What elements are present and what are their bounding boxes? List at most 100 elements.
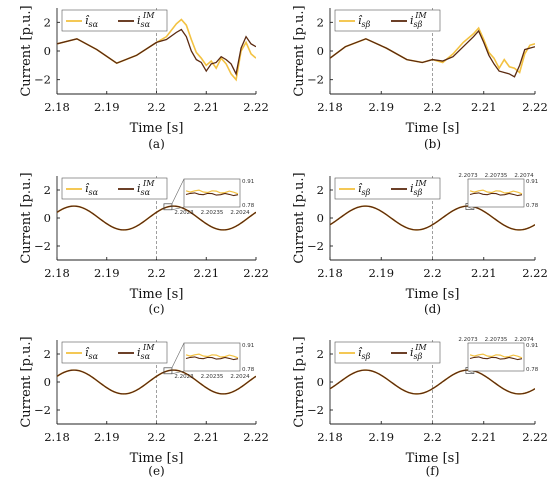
y-tick-label: 0 [317,375,324,389]
x-tick-label: 2.19 [368,430,394,444]
x-tick-label: 2.2 [147,266,165,280]
y-tick-label: −2 [34,239,51,253]
inset-x-tick-label: 2.2074 [514,337,534,343]
panel-caption: (f) [426,464,440,478]
x-tick-label: 2.21 [193,266,219,280]
x-tick-label: 2.19 [368,266,394,280]
zoom-connector [171,342,185,368]
legend-label: îsα [85,346,99,361]
inset-series-estimate [469,189,523,195]
y-tick-label: 0 [317,44,324,58]
inset-y-tick-label: 0.78 [242,367,255,373]
panel-caption: (e) [148,464,164,478]
panel-caption: (a) [148,137,165,151]
legend-label: isαIM [137,179,155,197]
y-tick-label: 2 [317,183,324,197]
y-tick-label: 2 [317,347,324,361]
legend-label: isαIM [137,11,155,29]
x-tick-label: 2.21 [471,100,497,114]
x-axis-label: Time [s] [130,121,184,136]
y-tick-label: 2 [44,183,51,197]
x-tick-label: 2.18 [44,430,70,444]
x-axis-label: Time [s] [130,451,184,466]
x-tick-label: 2.18 [317,266,343,280]
inset-series-reference [469,356,523,361]
inset-y-tick-label: 0.78 [526,367,539,373]
x-axis-label: Time [s] [130,287,184,302]
inset-series-reference [185,356,239,361]
inset-y-tick-label: 0.91 [242,343,254,349]
zoom-connector [171,206,185,211]
inset-series-reference [469,192,523,197]
inset-series-estimate [469,353,523,359]
x-tick-label: 2.19 [94,266,120,280]
x-tick-label: 2.19 [368,100,394,114]
y-tick-label: −2 [307,403,324,417]
y-tick-label: 2 [317,15,324,29]
y-axis-label: Current [p.u.] [19,172,34,263]
panel-caption: (b) [424,137,441,151]
y-tick-label: −2 [34,403,51,417]
legend-box [334,341,441,364]
legend-box [61,341,168,364]
legend-box [61,177,168,200]
x-tick-label: 2.18 [317,430,343,444]
y-axis-label: Current [p.u.] [19,336,34,427]
x-tick-label: 2.22 [243,266,269,280]
zoom-connector [171,178,185,204]
x-tick-label: 2.22 [243,100,269,114]
x-tick-label: 2.2 [423,430,441,444]
series-line-1 [330,205,535,231]
y-tick-label: −2 [307,73,324,87]
x-axis-label: Time [s] [406,451,460,466]
x-tick-label: 2.21 [193,430,219,444]
legend-label: isβIM [410,179,427,197]
x-tick-label: 2.21 [193,100,219,114]
inset-y-tick-label: 0.91 [242,179,254,185]
inset-y-tick-label: 0.78 [526,203,539,209]
legend-box [334,177,441,200]
series-line-1 [330,29,535,78]
chart-panel-b: 2.18 2.19 2.2 2.21 2.22 2 0 −2 Time [s] Current [… [292,5,548,151]
y-tick-label: 0 [44,211,51,225]
inset-x-tick-label: 2.2024 [230,210,250,216]
zoom-connector [171,370,185,375]
series-line-1 [57,205,256,231]
inset-x-tick-label: 2.2073 [458,337,478,343]
y-tick-label: −2 [307,239,324,253]
y-axis-label: Current [p.u.] [292,5,307,96]
zoom-connector [467,370,475,374]
legend-label: isβIM [410,11,427,29]
legend-label: isαIM [137,343,155,361]
panel-caption: (d) [424,302,441,316]
zoom-connector [467,206,475,210]
y-tick-label: −2 [34,73,51,87]
x-tick-label: 2.18 [317,100,343,114]
chart-panel-a: 2.18 2.19 2.2 2.21 2.22 2 0 −2 Time [s] Current [… [19,5,269,151]
x-tick-label: 2.18 [44,266,70,280]
y-tick-label: 0 [317,211,324,225]
x-tick-label: 2.19 [94,430,120,444]
x-tick-label: 2.21 [471,430,497,444]
legend-label: îsβ [358,14,371,29]
zoom-marker [163,203,173,211]
inset-x-tick-label: 2.20235 [201,210,224,216]
chart-panel-c: 2.18 2.19 2.2 2.21 2.22 2 0 −2 Time [s] Current [… [19,172,269,316]
x-tick-label: 2.22 [522,100,548,114]
inset-x-tick-label: 2.20735 [485,337,508,343]
x-tick-label: 2.2 [147,100,165,114]
zoom-marker [163,367,173,375]
inset-x-tick-label: 2.20735 [485,173,508,179]
series-line-1 [330,369,535,395]
inset-y-tick-label: 0.91 [526,343,538,349]
y-axis-label: Current [p.u.] [292,172,307,263]
inset-series-reference [185,192,239,197]
inset-x-tick-label: 2.2074 [514,173,534,179]
x-tick-label: 2.21 [471,266,497,280]
series-line-1 [57,28,256,76]
x-tick-label: 2.18 [44,100,70,114]
y-axis-label: Current [p.u.] [19,5,34,96]
legend-label: îsβ [358,182,371,197]
x-axis-label: Time [s] [406,121,460,136]
